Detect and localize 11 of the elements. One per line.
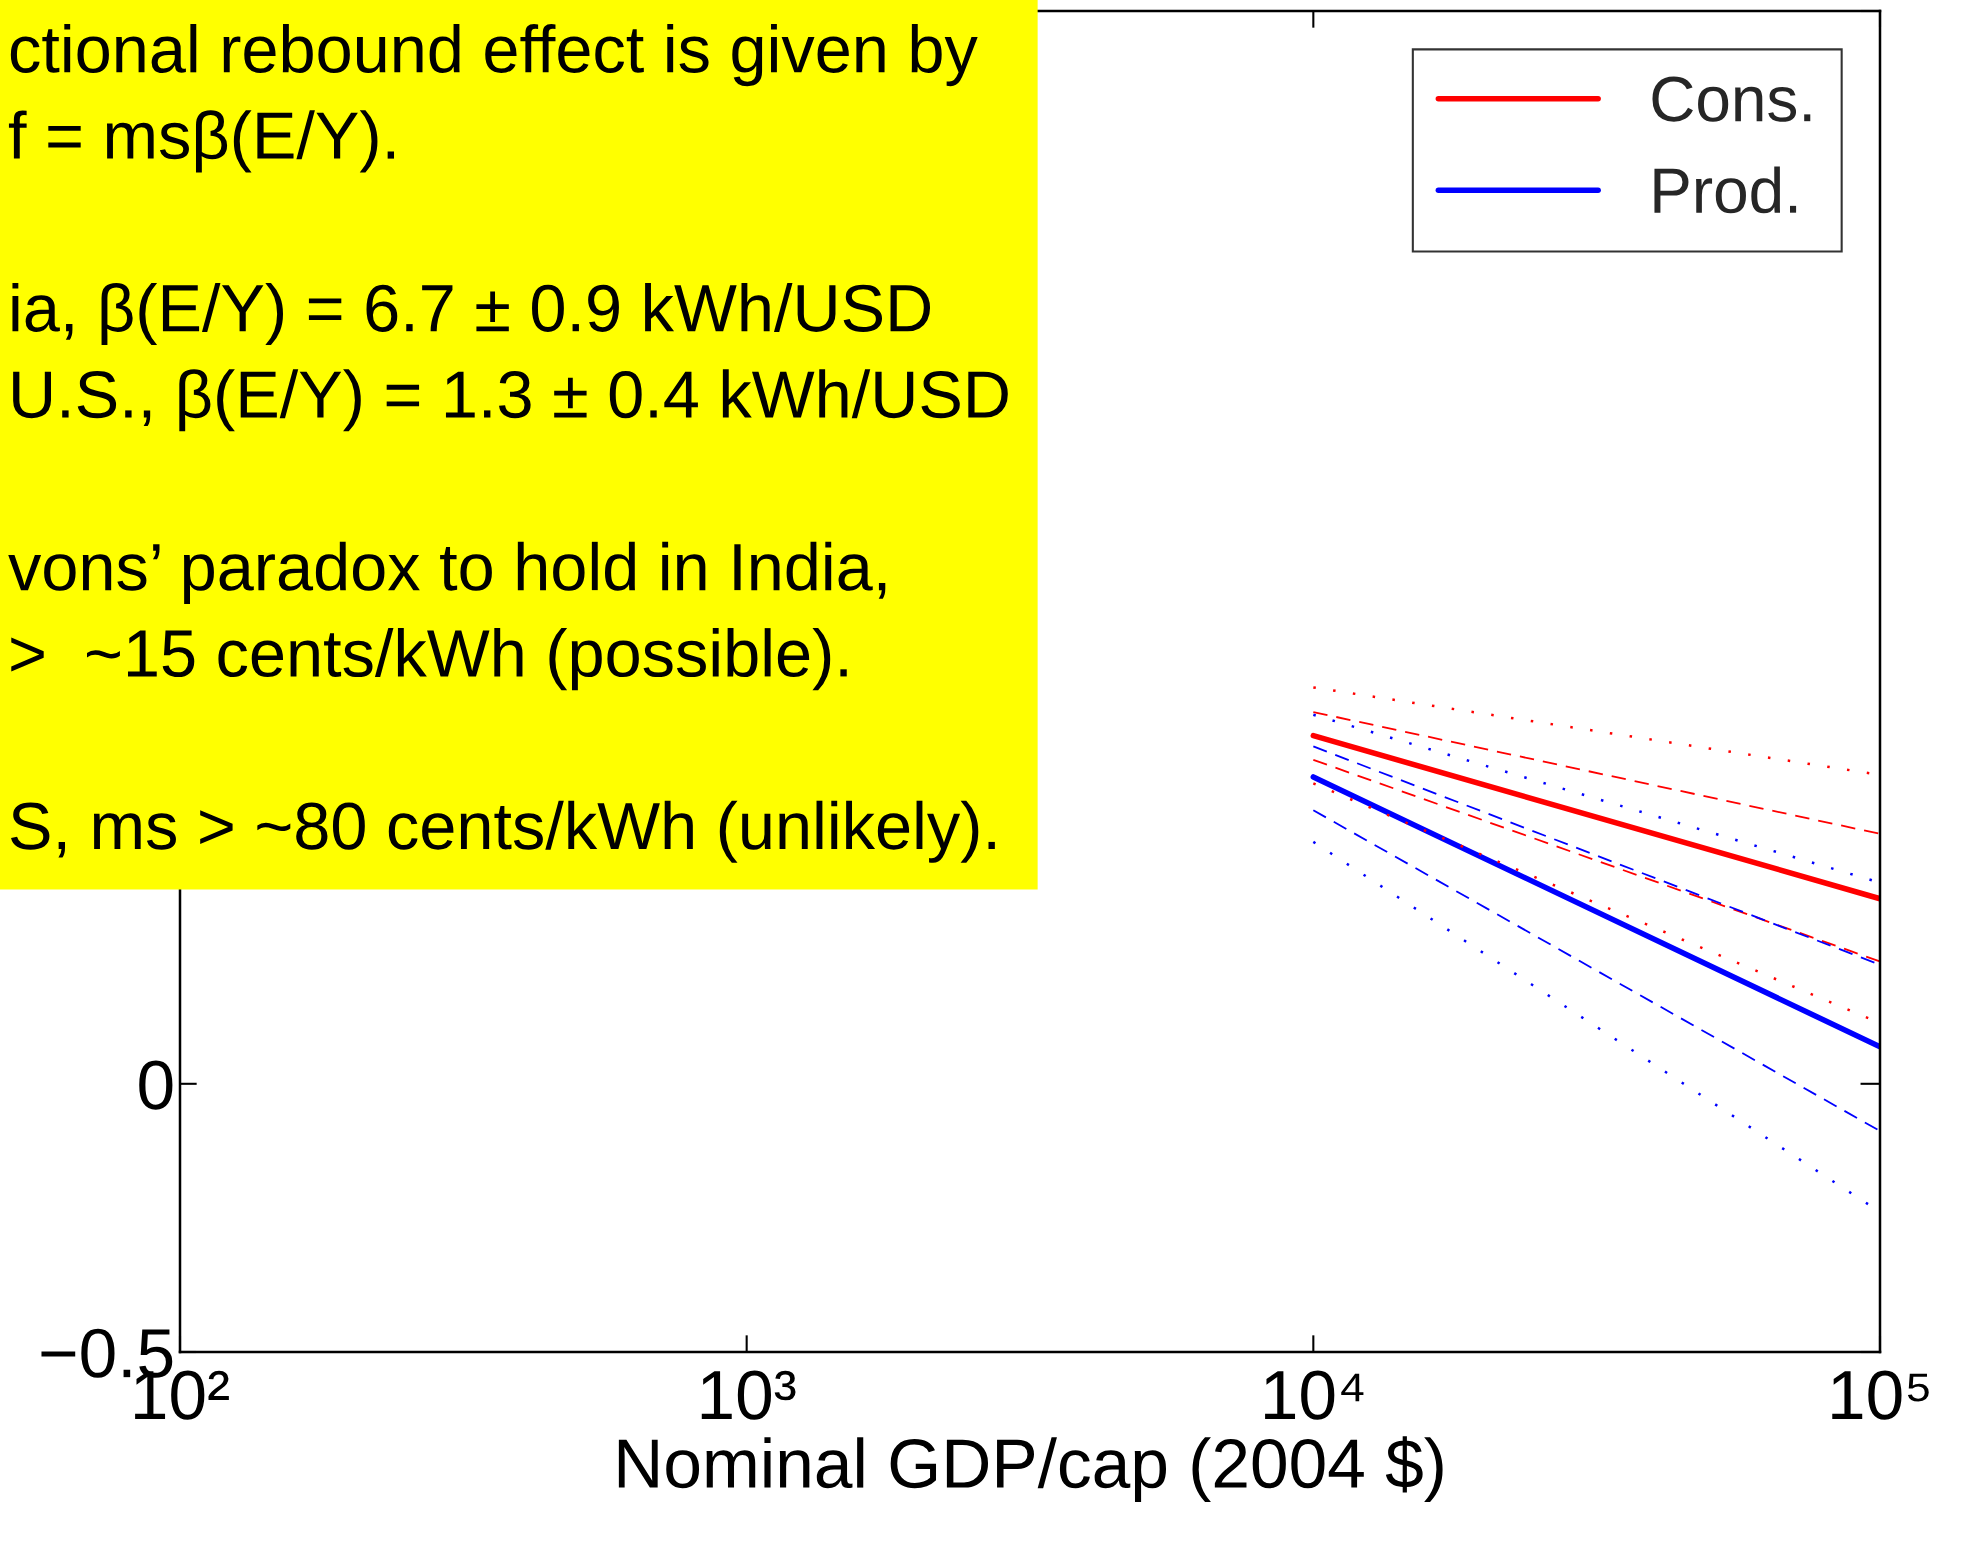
annotation: S, ms > ~80 cents/kWh (unlikely). xyxy=(11,800,995,863)
annotation: vons’ paradox to hold in India, > ~15 cents/kWh (possible). xyxy=(8,541,886,691)
annotation: ctional rebound effect is given by f = msβ(E/Y). xyxy=(8,24,978,173)
annotation: ia, β(E/Y) = 6.7 ± 0.9 kWh/USD U.S., β(E/Y) = 1.3 ± 0.4 kWh/USD xyxy=(12,282,1008,432)
x-tick-label: 10⁴ xyxy=(1265,1370,1364,1420)
y-tick-label: 0 xyxy=(139,1060,173,1110)
x-tick-label: 10⁵ xyxy=(1832,1370,1929,1420)
x-tick-label: 10³ xyxy=(701,1370,796,1420)
x-axis-title: Nominal GDP/cap (2004 $) xyxy=(618,1436,1443,1502)
legend-label: Prod. xyxy=(1654,166,1797,214)
legend-label: Cons. xyxy=(1652,76,1811,122)
